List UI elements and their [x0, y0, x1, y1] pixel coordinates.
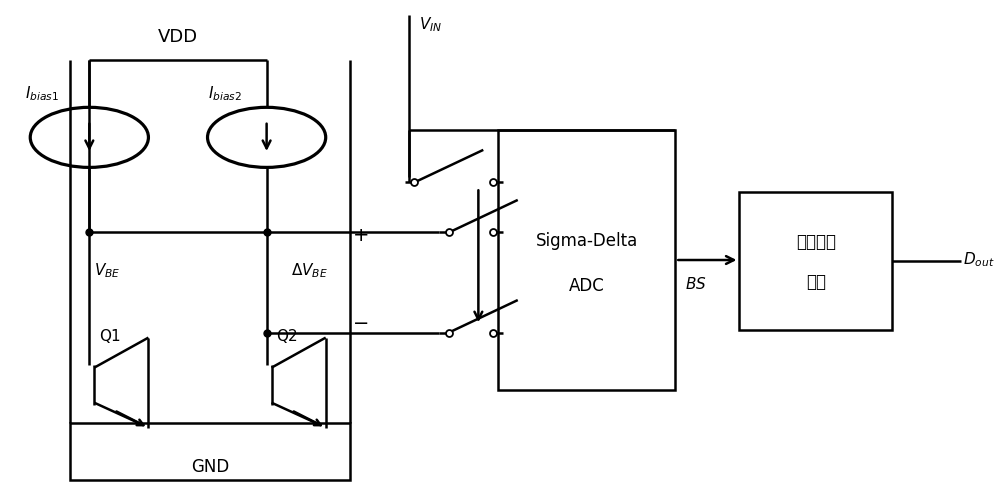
- Text: 降采样滤: 降采样滤: [796, 233, 836, 250]
- Bar: [498, 131, 675, 390]
- Text: ADC: ADC: [569, 277, 605, 295]
- Bar: [70, 423, 350, 480]
- Text: $V_{IN}$: $V_{IN}$: [419, 16, 443, 35]
- Text: $D_{out}$: $D_{out}$: [963, 250, 994, 269]
- Text: $V_{BE}$: $V_{BE}$: [94, 261, 121, 279]
- Text: Sigma-Delta: Sigma-Delta: [536, 231, 638, 249]
- Text: $\Delta V_{BE}$: $\Delta V_{BE}$: [291, 261, 328, 280]
- Text: $BS$: $BS$: [685, 276, 707, 292]
- Text: $-$: $-$: [352, 311, 368, 330]
- Text: $I_{bias2}$: $I_{bias2}$: [208, 85, 242, 103]
- Text: $+$: $+$: [352, 226, 368, 245]
- Text: Q1: Q1: [99, 328, 121, 343]
- Bar: [739, 193, 892, 331]
- Text: GND: GND: [191, 457, 229, 475]
- Text: Q2: Q2: [276, 328, 298, 343]
- Text: VDD: VDD: [158, 28, 198, 46]
- Text: $I_{bias1}$: $I_{bias1}$: [25, 85, 59, 103]
- Text: 波器: 波器: [806, 273, 826, 291]
